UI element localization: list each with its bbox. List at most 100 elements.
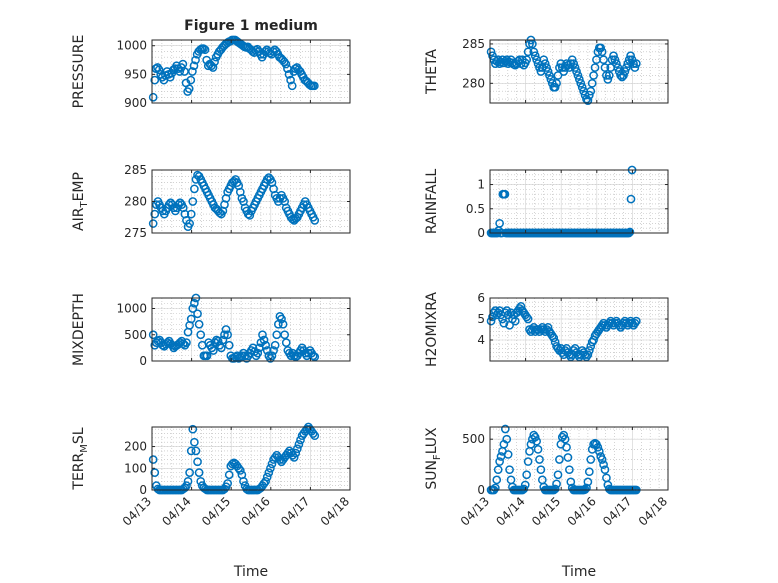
data-point [553, 71, 563, 80]
data-point [540, 59, 550, 68]
data-point [310, 431, 320, 441]
subplot-2: 280 285 THETA [424, 35, 669, 105]
x-tick-label: 04/17 [600, 494, 634, 528]
data-point [262, 472, 272, 482]
y-tick-label: 285 [462, 37, 485, 51]
y-axis-label: PRESSURE [71, 35, 87, 109]
subplot-4: 0 0.5 1 RAINFALL [424, 165, 669, 240]
data-point [522, 470, 532, 480]
subplot-5: 0 500 1000 MIXDEPTH [71, 293, 351, 368]
data-point [586, 86, 596, 96]
data-point [495, 457, 504, 466]
data-point [569, 59, 579, 68]
data-point [492, 475, 502, 485]
data-point [533, 445, 543, 454]
data-point [602, 71, 611, 80]
data-point [210, 57, 219, 67]
data-point [199, 44, 208, 53]
data-point [194, 468, 204, 477]
data-point [186, 209, 196, 219]
data-point [270, 453, 280, 462]
data-point [553, 470, 563, 480]
data-point [258, 330, 267, 340]
data-point [600, 465, 610, 475]
data-point [310, 81, 319, 91]
data-point [539, 55, 549, 65]
axes-box [151, 297, 351, 362]
data-point [597, 455, 607, 464]
y-axis-label: MIXDEPTH [71, 293, 87, 366]
data-point [148, 455, 158, 464]
data-point [559, 430, 569, 440]
data-point [270, 340, 280, 350]
data-point [566, 477, 576, 487]
data-point [530, 432, 540, 442]
data-point [221, 325, 231, 334]
data-point [560, 434, 570, 444]
data-point [597, 47, 607, 57]
y-tick-label: 280 [462, 76, 485, 90]
y-tick-label: 0 [477, 226, 485, 240]
data-point [191, 446, 201, 456]
data-point [184, 84, 194, 94]
data-point [532, 436, 541, 446]
data-point [190, 298, 199, 308]
data-point [587, 78, 597, 88]
y-tick-label: 950 [124, 67, 147, 81]
data-point [281, 59, 291, 69]
data-point [188, 197, 198, 206]
data-point [583, 477, 593, 487]
data-point [609, 51, 618, 61]
subplot-6: 4 5 6 H2OMIXRA [424, 291, 669, 367]
data-point [224, 470, 234, 480]
data-point [190, 184, 199, 194]
y-tick-label: 500 [124, 328, 147, 342]
data-point [291, 448, 301, 458]
data-point [613, 63, 623, 72]
data-point [590, 63, 600, 72]
subplot-3: 275 280 285 AIRTEMP [71, 163, 351, 240]
data-point [505, 465, 514, 475]
data-point [186, 314, 196, 324]
axes-box [151, 39, 351, 104]
data-point [594, 447, 604, 456]
data-point [603, 75, 613, 84]
data-point [286, 75, 295, 85]
data-point [188, 304, 198, 313]
data-point [289, 453, 299, 462]
data-point [599, 55, 608, 65]
data-point [500, 189, 510, 199]
data-point [626, 51, 635, 61]
data-point [183, 476, 193, 486]
y-tick-label: 0 [139, 483, 147, 497]
data-point [580, 485, 590, 494]
data-point [308, 429, 318, 438]
y-axis-label: TERRMSL [71, 427, 90, 490]
data-point [522, 55, 532, 65]
data-point [189, 61, 199, 71]
data-point [493, 465, 503, 475]
y-tick-label: 0 [477, 483, 485, 497]
x-tick-label: 04/18 [318, 494, 352, 528]
data-point [502, 306, 512, 315]
data-point [562, 442, 571, 452]
data-point [612, 59, 621, 68]
data-point [148, 219, 158, 228]
data-point [175, 67, 185, 76]
x-tick-label: 04/16 [565, 494, 599, 528]
axes-box [489, 169, 669, 234]
data-point [620, 67, 630, 76]
data-point [552, 479, 561, 489]
data-point [218, 335, 228, 345]
data-point [600, 63, 610, 72]
y-tick-label: 500 [462, 432, 485, 446]
data-point [194, 319, 204, 329]
data-point [523, 457, 533, 466]
data-point [486, 47, 496, 57]
data-point [280, 330, 290, 340]
data-point [495, 218, 504, 228]
y-tick-label: 5 [477, 312, 485, 326]
data-point [223, 479, 232, 488]
